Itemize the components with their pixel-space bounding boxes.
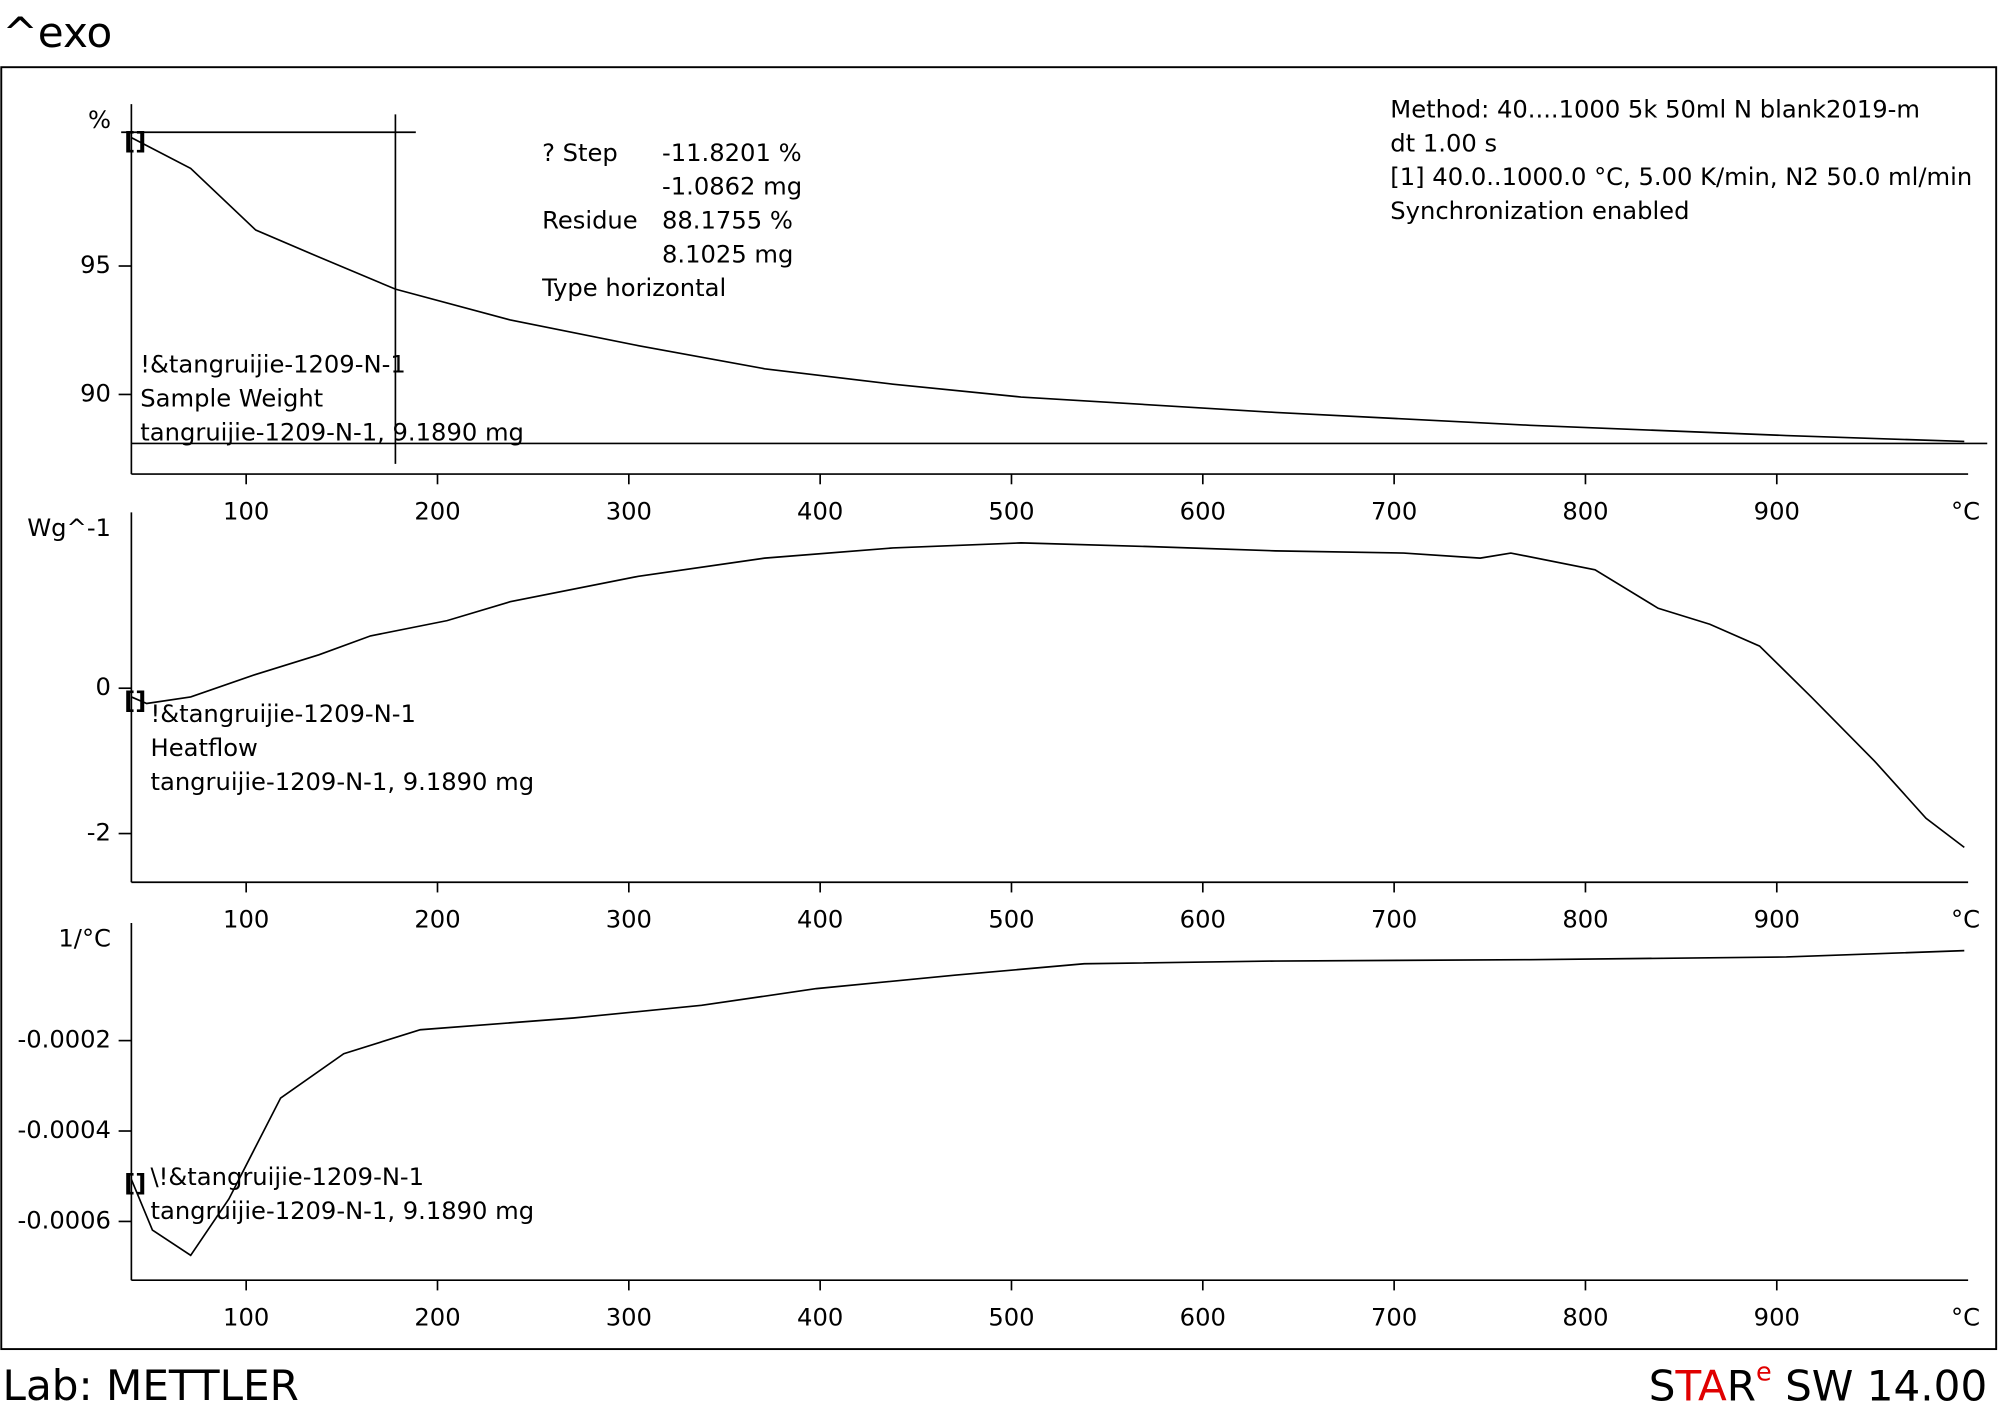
y-tick-label: -0.0002 [17, 1026, 110, 1054]
x-tick-label: 400 [797, 497, 843, 525]
x-tick-label: 500 [988, 497, 1034, 525]
step-result-cell: -1.0862 mg [662, 173, 802, 201]
step-result-cell: -11.8201 % [662, 139, 802, 167]
y-tick-label: -0.0004 [17, 1116, 110, 1144]
y-axis-unit: Wg^-1 [27, 514, 111, 542]
x-axis-unit: °C [1951, 906, 1980, 934]
logo-r: R [1727, 1361, 1756, 1410]
y-tick-label: 90 [80, 379, 111, 407]
software-label: STARe SW 14.00 [1649, 1357, 1987, 1410]
x-tick-label: 900 [1754, 906, 1800, 934]
curve-label: tangruijie-1209-N-1, 9.1890 mg [151, 1197, 535, 1225]
method-line: Synchronization enabled [1390, 197, 1689, 225]
curve-start-marker: [] [124, 128, 146, 156]
x-tick-label: 900 [1754, 1303, 1800, 1331]
curve-label: tangruijie-1209-N-1, 9.1890 mg [140, 418, 524, 446]
curve-label: !&tangruijie-1209-N-1 [151, 700, 416, 728]
x-tick-label: 100 [223, 497, 269, 525]
step-result-cell: Residue [542, 207, 638, 235]
y-axis-unit: % [88, 106, 111, 134]
step-result-cell: 88.1755 % [662, 207, 793, 235]
logo-e: e [1756, 1357, 1772, 1387]
logo-ta: TA [1675, 1361, 1727, 1410]
y-tick-label: -0.0006 [17, 1206, 110, 1234]
method-line: [1] 40.0..1000.0 °C, 5.00 K/min, N2 50.0… [1390, 163, 1972, 191]
curve-label: \!&tangruijie-1209-N-1 [151, 1163, 425, 1191]
lab-label: Lab: METTLER [3, 1361, 299, 1410]
x-axis-unit: °C [1951, 497, 1980, 525]
y-tick-label: -2 [87, 819, 111, 847]
y-axis-unit: 1/°C [58, 925, 111, 953]
x-tick-label: 300 [606, 1303, 652, 1331]
step-result-cell: 8.1025 mg [662, 240, 793, 268]
x-tick-label: 100 [223, 1303, 269, 1331]
curve [130, 136, 1965, 443]
y-tick-label: 0 [96, 673, 111, 701]
x-axis-unit: °C [1951, 1303, 1980, 1331]
step-result-cell: Type horizontal [541, 274, 726, 302]
version: SW 14.00 [1772, 1361, 1988, 1410]
x-tick-label: 800 [1562, 497, 1608, 525]
x-tick-label: 800 [1562, 1303, 1608, 1331]
x-tick-label: 400 [797, 906, 843, 934]
x-tick-label: 600 [1180, 906, 1226, 934]
x-tick-label: 300 [606, 906, 652, 934]
curve [131, 542, 1965, 849]
x-tick-label: 700 [1371, 497, 1417, 525]
x-tick-label: 300 [606, 497, 652, 525]
curve-label: !&tangruijie-1209-N-1 [140, 351, 405, 379]
frame [0, 66, 1998, 1351]
curve-label: Heatflow [151, 734, 258, 762]
x-tick-label: 900 [1754, 497, 1800, 525]
x-tick-label: 200 [414, 906, 460, 934]
x-tick-label: 500 [988, 1303, 1034, 1331]
x-tick-label: 400 [797, 1303, 843, 1331]
x-tick-label: 500 [988, 906, 1034, 934]
x-tick-label: 100 [223, 906, 269, 934]
curve-label: Sample Weight [140, 384, 323, 412]
logo-s: S [1649, 1361, 1676, 1410]
method-line: Method: 40....1000 5k 50ml N blank2019-m [1390, 96, 1920, 124]
curve [130, 949, 1965, 1257]
x-tick-label: 200 [414, 497, 460, 525]
y-tick-label: 95 [80, 251, 111, 279]
x-tick-label: 200 [414, 1303, 460, 1331]
curve-start-marker: [] [124, 1169, 146, 1197]
step-result-cell: ? Step [542, 139, 618, 167]
x-tick-label: 700 [1371, 906, 1417, 934]
x-tick-label: 600 [1180, 1303, 1226, 1331]
x-tick-label: 600 [1180, 497, 1226, 525]
curve-start-marker: [] [124, 687, 146, 715]
curve-label: tangruijie-1209-N-1, 9.1890 mg [151, 768, 535, 796]
x-tick-label: 800 [1562, 906, 1608, 934]
exo-label: ^exo [3, 8, 113, 57]
method-line: dt 1.00 s [1390, 129, 1497, 157]
x-tick-label: 700 [1371, 1303, 1417, 1331]
